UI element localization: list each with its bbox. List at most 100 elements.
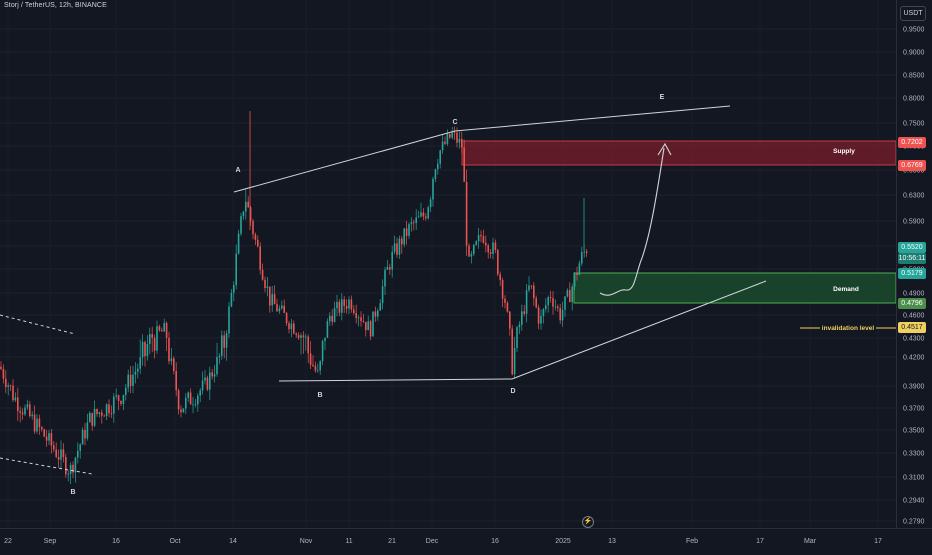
candle-body [221,335,223,356]
candle-body [252,221,254,235]
candle-body [377,310,379,317]
point-label-a: A [235,167,240,174]
candle-body [98,412,101,414]
candle-body [319,361,321,371]
candle-body [50,433,53,446]
candle-body [389,267,391,270]
candle-body [213,374,216,377]
candle-body [434,169,437,179]
candle-body [345,306,348,309]
candle-body [237,233,240,254]
candle-body [170,358,173,362]
supply-top-price-tag: 0.7202 [898,137,926,148]
candle-body [33,414,36,432]
candle-body [163,323,165,332]
price-tick-label: 0.8000 [903,96,925,103]
candle-body [537,307,540,324]
candle-body [516,327,518,349]
candle-body [365,322,367,331]
candle-body [511,328,513,375]
candle-body [204,377,206,381]
candle-body [185,397,187,409]
currency-badge[interactable]: USDT [900,6,926,21]
candle-body [583,251,585,253]
candle-body [235,253,237,285]
time-axis-label: Nov [300,538,313,545]
candle-body [115,395,117,397]
annotation-labels: A B B C D E Supply Demand invalidation level [70,94,874,496]
price-tick-label: 0.2790 [903,519,925,526]
candle-body [173,358,175,371]
time-axis-label: 22 [4,538,12,545]
candle-body [497,250,499,275]
candle-body [55,449,57,457]
candle-body [350,299,353,310]
candle-body [259,246,261,270]
candle-body [139,357,141,369]
candle-body [283,305,285,313]
grid-lines [0,28,896,522]
candle-body [374,311,377,317]
candle-body [269,286,271,306]
candle-body [523,311,525,314]
candle-body [329,315,331,322]
candle-body [506,302,509,312]
trendline-c-e [454,105,731,132]
candle-body [254,234,257,240]
candle-body [245,201,247,212]
lightning-icon[interactable]: ⚡ [582,516,594,528]
time-axis-label: 14 [229,538,237,545]
candle-body [343,299,345,307]
candle-body [369,321,372,337]
demand-zone-label: Demand [833,286,859,293]
time-axis-label: 16 [491,538,499,545]
candle-body [228,306,230,334]
candle-body [312,364,314,366]
candle-body [141,341,144,358]
candle-body [396,243,398,255]
price-tick-label: 0.4300 [903,336,925,343]
candle-body [31,414,33,417]
price-tick-label: 0.9500 [903,27,925,34]
candle-body [453,132,456,134]
candle-body [297,335,300,338]
candle-body [156,326,158,351]
candle-body [19,411,21,413]
support-line-b-d [278,378,513,382]
candle-body [180,409,182,413]
candle-body [129,374,132,386]
candle-body [45,436,48,441]
candle-body [197,395,199,405]
candle-body [518,324,521,328]
candle-body [427,207,429,219]
symbol-title[interactable]: Storj / TetherUS, 12h, BINANCE [4,2,107,9]
candle-body [547,297,549,306]
candle-body [307,336,309,354]
candle-body [194,404,197,406]
time-axis-label: 2025 [555,538,571,545]
candle-body [96,409,98,414]
time-axis-label: 17 [756,538,764,545]
candle-body [360,317,362,322]
candle-body [509,311,511,329]
candle-body [257,239,259,247]
candle-body [492,242,494,254]
candle-body [533,285,535,299]
point-label-e: E [660,94,665,101]
invalidation-price-tag: 0.4517 [898,322,926,333]
candle-body [7,385,9,387]
candle-body [425,216,427,219]
price-tick-label: 0.2940 [903,498,925,505]
candle-body [413,222,415,224]
candle-body [569,290,571,303]
candle-body [249,207,252,222]
point-label-c: C [452,119,457,126]
candle-body [521,311,523,325]
price-tick-label: 0.4900 [903,291,925,298]
candle-body [403,228,405,245]
candle-body [444,141,446,144]
candle-body [487,245,489,253]
candle-body [501,280,504,299]
